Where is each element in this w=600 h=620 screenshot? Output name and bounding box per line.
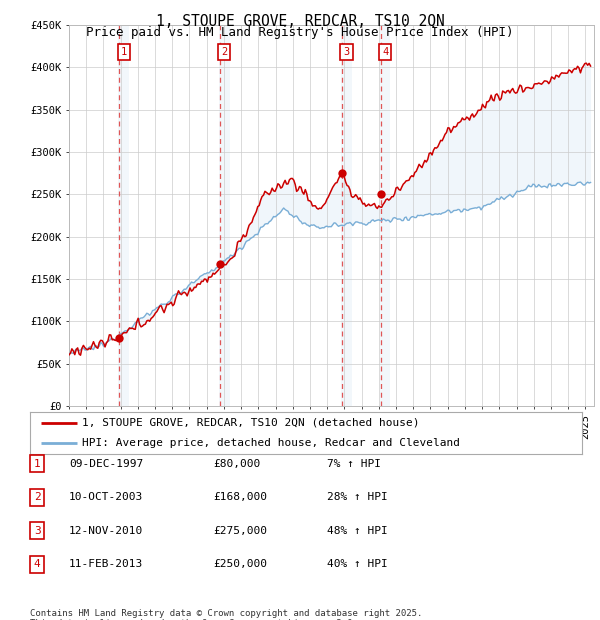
Text: 1, STOUPE GROVE, REDCAR, TS10 2QN: 1, STOUPE GROVE, REDCAR, TS10 2QN [155, 14, 445, 29]
Text: £250,000: £250,000 [213, 559, 267, 569]
Text: 1, STOUPE GROVE, REDCAR, TS10 2QN (detached house): 1, STOUPE GROVE, REDCAR, TS10 2QN (detac… [82, 418, 420, 428]
Text: 7% ↑ HPI: 7% ↑ HPI [327, 459, 381, 469]
Text: 48% ↑ HPI: 48% ↑ HPI [327, 526, 388, 536]
Text: 10-OCT-2003: 10-OCT-2003 [69, 492, 143, 502]
Text: 11-FEB-2013: 11-FEB-2013 [69, 559, 143, 569]
Text: Contains HM Land Registry data © Crown copyright and database right 2025.
This d: Contains HM Land Registry data © Crown c… [30, 609, 422, 620]
Text: 12-NOV-2010: 12-NOV-2010 [69, 526, 143, 536]
Bar [219, 25, 230, 406]
Text: 2: 2 [34, 492, 41, 502]
Text: 1: 1 [121, 47, 127, 57]
Text: 2: 2 [221, 47, 227, 57]
Text: £275,000: £275,000 [213, 526, 267, 536]
Text: 28% ↑ HPI: 28% ↑ HPI [327, 492, 388, 502]
Bar [341, 25, 352, 406]
Text: £80,000: £80,000 [213, 459, 260, 469]
Bar [118, 25, 129, 406]
Text: 3: 3 [343, 47, 350, 57]
Text: 1: 1 [34, 459, 41, 469]
Text: HPI: Average price, detached house, Redcar and Cleveland: HPI: Average price, detached house, Redc… [82, 438, 460, 448]
Text: Price paid vs. HM Land Registry's House Price Index (HPI): Price paid vs. HM Land Registry's House … [86, 26, 514, 39]
Text: 4: 4 [34, 559, 41, 569]
Text: 3: 3 [34, 526, 41, 536]
Text: 40% ↑ HPI: 40% ↑ HPI [327, 559, 388, 569]
Text: £168,000: £168,000 [213, 492, 267, 502]
Text: 4: 4 [382, 47, 388, 57]
Text: 09-DEC-1997: 09-DEC-1997 [69, 459, 143, 469]
Bar [380, 25, 391, 406]
